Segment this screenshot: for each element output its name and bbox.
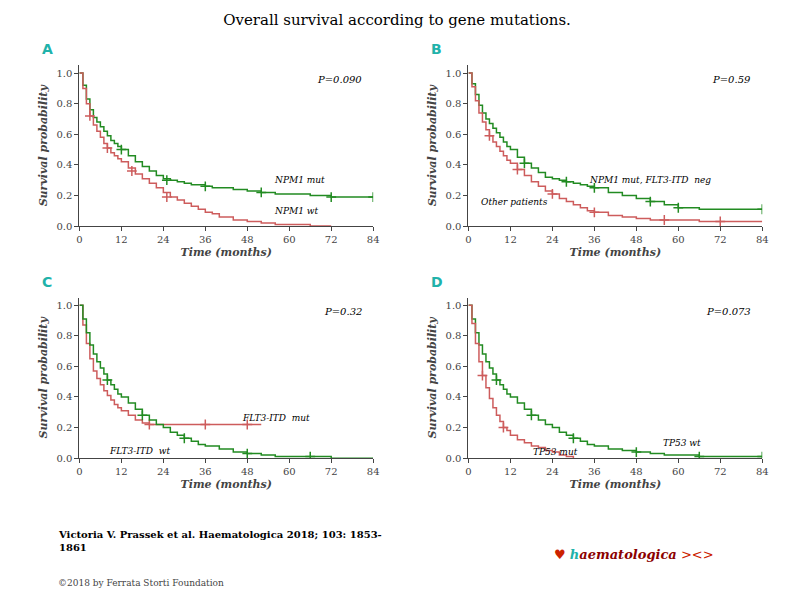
svg-text:0.0: 0.0: [56, 221, 72, 232]
svg-text:P=0.073: P=0.073: [706, 306, 751, 317]
svg-text:0: 0: [76, 466, 82, 477]
svg-text:60: 60: [283, 234, 296, 245]
svg-text:84: 84: [367, 466, 380, 477]
svg-text:P=0.59: P=0.59: [712, 74, 751, 85]
svg-text:24: 24: [157, 466, 170, 477]
svg-text:12: 12: [115, 466, 128, 477]
svg-text:Survival probability: Survival probability: [37, 84, 50, 207]
svg-text:C: C: [42, 274, 52, 290]
svg-text:FLT3-ITD wt: FLT3-ITD wt: [109, 446, 170, 456]
svg-text:0.0: 0.0: [56, 453, 72, 464]
svg-text:NPM1 mut, FLT3-ITD neg: NPM1 mut, FLT3-ITD neg: [589, 175, 711, 185]
svg-text:36: 36: [588, 234, 601, 245]
svg-text:0.4: 0.4: [56, 391, 72, 402]
svg-text:0: 0: [76, 234, 82, 245]
svg-text:1.0: 1.0: [446, 68, 462, 79]
svg-text:24: 24: [546, 466, 559, 477]
svg-text:0.2: 0.2: [56, 190, 72, 201]
svg-text:0.6: 0.6: [446, 129, 462, 140]
svg-text:72: 72: [714, 466, 727, 477]
svg-text:72: 72: [325, 234, 338, 245]
svg-text:0.2: 0.2: [446, 422, 462, 433]
svg-text:0.4: 0.4: [56, 159, 72, 170]
svg-text:Time (months): Time (months): [181, 246, 273, 259]
svg-text:48: 48: [241, 466, 254, 477]
svg-text:♥ haematologica ><>: ♥ haematologica ><>: [554, 547, 714, 562]
svg-text:0.8: 0.8: [56, 98, 72, 109]
svg-text:Time (months): Time (months): [181, 478, 273, 491]
svg-text:Time (months): Time (months): [570, 478, 662, 491]
svg-text:Survival probability: Survival probability: [37, 316, 50, 439]
svg-text:Victoria V. Prassek et al. Hae: Victoria V. Prassek et al. Haematologica…: [58, 529, 382, 553]
svg-text:Survival probability: Survival probability: [426, 316, 439, 439]
svg-text:0.0: 0.0: [446, 453, 462, 464]
svg-text:Overall survival according to: Overall survival according to gene mutat…: [223, 11, 571, 29]
svg-text:84: 84: [367, 234, 380, 245]
svg-text:36: 36: [199, 466, 212, 477]
svg-text:60: 60: [672, 466, 685, 477]
svg-text:0.4: 0.4: [446, 159, 462, 170]
svg-text:Other patients: Other patients: [481, 197, 548, 207]
svg-text:48: 48: [630, 466, 643, 477]
svg-text:72: 72: [714, 234, 727, 245]
svg-text:24: 24: [546, 234, 559, 245]
svg-text:12: 12: [504, 234, 517, 245]
svg-text:0.8: 0.8: [446, 98, 462, 109]
svg-text:TP53 mut: TP53 mut: [533, 447, 578, 457]
svg-text:1.0: 1.0: [56, 68, 72, 79]
svg-text:NPM1 wt: NPM1 wt: [274, 206, 318, 216]
svg-text:48: 48: [241, 234, 254, 245]
svg-text:D: D: [431, 274, 443, 290]
svg-text:0.0: 0.0: [446, 221, 462, 232]
svg-text:0: 0: [465, 466, 471, 477]
svg-text:36: 36: [588, 466, 601, 477]
svg-text:NPM1 mut: NPM1 mut: [274, 175, 325, 185]
svg-text:0.6: 0.6: [446, 361, 462, 372]
svg-text:0: 0: [465, 234, 471, 245]
svg-text:84: 84: [756, 466, 769, 477]
svg-text:12: 12: [115, 234, 128, 245]
svg-text:60: 60: [672, 234, 685, 245]
svg-text:72: 72: [325, 466, 338, 477]
svg-text:P=0.32: P=0.32: [324, 306, 362, 317]
svg-text:Survival probability: Survival probability: [426, 84, 439, 207]
svg-text:FLT3-ITD mut: FLT3-ITD mut: [242, 413, 310, 423]
svg-text:0.8: 0.8: [446, 330, 462, 341]
svg-text:0.2: 0.2: [56, 422, 72, 433]
svg-text:12: 12: [504, 466, 517, 477]
svg-text:B: B: [431, 41, 442, 57]
svg-text:Time (months): Time (months): [570, 246, 662, 259]
svg-text:A: A: [42, 41, 53, 57]
svg-text:0.6: 0.6: [56, 361, 72, 372]
svg-text:P=0.090: P=0.090: [317, 74, 362, 85]
svg-text:0.8: 0.8: [56, 330, 72, 341]
svg-text:0.4: 0.4: [446, 391, 462, 402]
svg-text:48: 48: [630, 234, 643, 245]
svg-text:0.6: 0.6: [56, 129, 72, 140]
svg-text:0.2: 0.2: [446, 190, 462, 201]
svg-text:24: 24: [157, 234, 170, 245]
svg-text:84: 84: [756, 234, 769, 245]
svg-text:1.0: 1.0: [56, 300, 72, 311]
svg-text:36: 36: [199, 234, 212, 245]
svg-text:TP53 wt: TP53 wt: [663, 438, 701, 448]
svg-text:60: 60: [283, 466, 296, 477]
svg-text:©2018 by Ferrata Storti Founda: ©2018 by Ferrata Storti Foundation: [58, 578, 224, 588]
svg-text:1.0: 1.0: [446, 300, 462, 311]
